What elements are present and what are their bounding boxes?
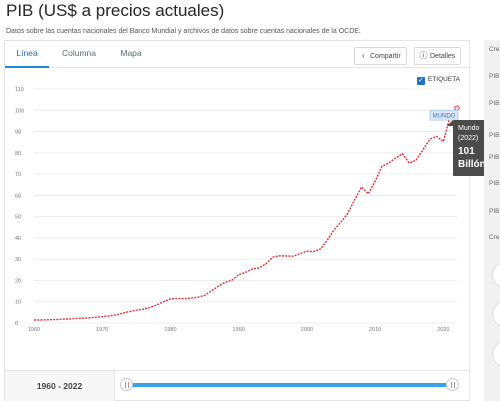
series-end-label-box	[429, 109, 459, 121]
share-button[interactable]: ‹ Compartir	[354, 47, 407, 65]
sidebar-item[interactable]: PIB	[489, 208, 500, 215]
y-tick-label: 10	[15, 300, 21, 306]
page-subtitle: Datos sobre las cuentas nacionales del B…	[6, 28, 361, 35]
grip-icon	[451, 382, 455, 388]
tooltip-country: Mundo	[458, 125, 480, 132]
sidebar-item[interactable]: PIB	[489, 154, 500, 161]
sidebar-circle-button[interactable]	[492, 341, 500, 367]
sidebar-item[interactable]: PIB	[489, 73, 500, 80]
page-title: PIB (US$ a precios actuales)	[6, 1, 225, 20]
x-tick-label: 2000	[301, 327, 313, 333]
share-label: Compartir	[370, 53, 401, 60]
range-track[interactable]	[126, 383, 456, 387]
sidebar-item[interactable]: Cre	[489, 46, 500, 53]
y-tick-label: 70	[15, 172, 21, 178]
y-tick-label: 80	[15, 151, 21, 157]
tooltip-year: (2022)	[458, 135, 479, 142]
tab-mapa[interactable]: Mapa	[120, 48, 142, 58]
series-line	[34, 107, 458, 321]
sidebar-item[interactable]: PIB	[489, 100, 500, 107]
tab-columna[interactable]: Columna	[61, 48, 97, 58]
x-tick-label: 2010	[369, 327, 381, 333]
share-icon: ‹	[362, 51, 365, 60]
y-tick-label: 40	[15, 236, 21, 242]
x-tick-label: 1970	[96, 327, 108, 333]
y-tick-label: 20	[15, 278, 21, 284]
chart-tabs: Línea Columna Mapa ‹ Compartir ⓘ Detalles	[5, 41, 469, 68]
tooltip-unit: Billón	[458, 159, 486, 170]
chart-panel: Línea Columna Mapa ‹ Compartir ⓘ Detalles …	[4, 40, 470, 401]
related-indicators-sidebar: Cre PIB PIB PIB PIB PIB PIB Cre	[484, 40, 500, 401]
last-point-marker	[454, 105, 460, 111]
y-tick-label: 30	[15, 257, 21, 263]
tooltip-arrow	[447, 120, 453, 126]
checkbox-checked-icon: ✓	[417, 77, 425, 85]
tooltip-value: 101	[458, 146, 475, 157]
tab-linea[interactable]: Línea	[5, 41, 49, 68]
sidebar-item[interactable]: PIB	[489, 132, 500, 139]
grip-icon	[125, 382, 129, 388]
range-bar: 1960 - 2022	[5, 370, 469, 401]
y-tick-label: 60	[15, 193, 21, 199]
y-tick-label: 50	[15, 215, 21, 221]
x-tick-label: 1990	[233, 327, 245, 333]
x-tick-label: 2020	[437, 327, 449, 333]
sidebar-circle-button[interactable]	[492, 301, 500, 327]
y-tick-label: 0	[15, 321, 18, 327]
range-end-handle[interactable]	[446, 378, 459, 391]
sidebar-item[interactable]: PIB	[489, 180, 500, 187]
x-tick-label: 1980	[164, 327, 176, 333]
y-tick-label: 110	[15, 87, 24, 93]
y-tick-label: 90	[15, 130, 21, 136]
range-label: 1960 - 2022	[5, 371, 115, 401]
x-tick-label: 1960	[28, 327, 40, 333]
y-tick-label: 100	[15, 108, 24, 114]
details-button[interactable]: ⓘ Detalles	[414, 47, 462, 65]
line-chart: 0 10 20 30 40 50 60 70 80 90 100 110 1960 1970 1980 199…	[15, 87, 460, 333]
details-label: Detalles	[430, 53, 456, 60]
series-end-label: MUNDO	[433, 114, 456, 120]
label-toggle[interactable]: ✓ ETIQUETA	[417, 76, 460, 85]
sidebar-circle-button[interactable]	[492, 262, 500, 288]
label-toggle-text: ETIQUETA	[428, 76, 461, 83]
info-icon: ⓘ	[419, 51, 428, 60]
range-start-handle[interactable]	[120, 378, 133, 391]
sidebar-item[interactable]: Cre	[489, 234, 500, 241]
